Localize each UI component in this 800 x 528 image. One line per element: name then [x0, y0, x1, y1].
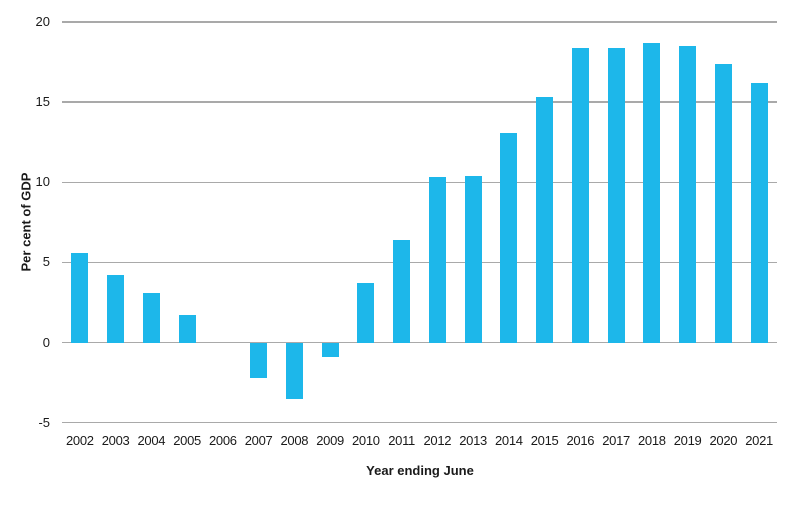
bar-2004 [142, 292, 160, 343]
bar-2018 [643, 42, 661, 343]
bar-2003 [107, 275, 125, 343]
x-tick-label: 2015 [530, 433, 559, 448]
x-tick-label: 2016 [566, 433, 595, 448]
gridline--5 [62, 422, 777, 424]
bar-2019 [679, 46, 697, 343]
x-tick-label: 2017 [602, 433, 630, 448]
y-tick-label: 15 [35, 94, 50, 110]
x-tick-label: 2013 [459, 433, 487, 448]
x-tick-label: 2018 [638, 433, 666, 448]
bar-2014 [500, 132, 518, 343]
gridline-0 [62, 341, 777, 344]
gridline-15 [62, 101, 777, 103]
x-tick-label: 2010 [352, 433, 380, 448]
bar-2013 [464, 175, 482, 343]
bar-2021 [750, 82, 768, 343]
y-tick-label: -5 [38, 414, 50, 430]
y-tick-label: 0 [42, 334, 50, 350]
x-tick-label: 2009 [316, 433, 344, 448]
bar-2005 [178, 315, 196, 343]
bar-2002 [71, 252, 89, 343]
x-tick-label: 2012 [423, 433, 452, 448]
bar-2008 [285, 342, 303, 399]
x-tick-label: 2014 [495, 433, 523, 448]
gridline-5 [62, 261, 777, 264]
bar-2012 [428, 177, 446, 343]
x-tick-label: 2020 [709, 433, 738, 448]
x-tick-label: 2019 [673, 433, 702, 448]
y-tick-label: 10 [35, 174, 50, 190]
y-tick-label: 20 [35, 14, 50, 29]
bar-2010 [357, 283, 375, 343]
x-tick-label: 2008 [280, 433, 309, 448]
y-tick-label: 5 [42, 254, 50, 270]
x-tick-label: 2011 [388, 433, 415, 448]
bar-2020 [714, 63, 732, 343]
x-tick-label: 2004 [137, 433, 166, 448]
x-axis-title: Year ending June [366, 463, 474, 478]
bar-2011 [393, 240, 411, 343]
x-tick-label: 2002 [66, 433, 94, 448]
x-tick-label: 2005 [173, 433, 201, 448]
x-tick-label: 2021 [745, 433, 773, 448]
gridline-20 [62, 21, 777, 23]
gridline-10 [62, 181, 777, 183]
bar-2017 [607, 47, 625, 343]
bar-2007 [250, 342, 268, 378]
bar-2016 [571, 47, 589, 343]
x-tick-label: 2007 [244, 433, 273, 448]
bar-2015 [536, 97, 554, 343]
x-tick-label: 2003 [101, 433, 130, 448]
bar-2009 [321, 342, 339, 358]
x-tick-label: 2006 [209, 433, 237, 448]
